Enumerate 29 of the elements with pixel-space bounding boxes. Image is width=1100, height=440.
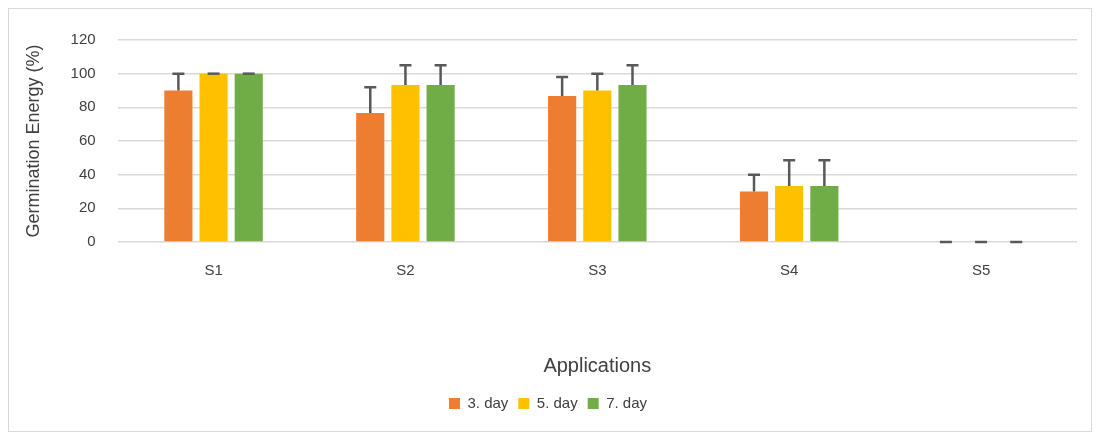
bar: [234, 73, 263, 242]
bar: [739, 191, 769, 242]
y-tick-label: 40: [78, 164, 96, 182]
y-tick-label: 120: [70, 30, 96, 48]
x-tick-label: S5: [971, 261, 991, 279]
bar: [199, 73, 228, 242]
y-tick-label: 100: [70, 63, 96, 81]
bar: [548, 96, 577, 242]
legend-label: 7. day: [606, 393, 648, 411]
y-tick-label: 80: [78, 97, 96, 115]
x-tick-label: S1: [204, 261, 223, 279]
y-tick-label: 0: [87, 232, 96, 250]
x-tick-label: S3: [588, 261, 607, 279]
x-tick-label: S4: [780, 261, 799, 279]
bar: [618, 84, 647, 242]
x-tick-label: S2: [396, 261, 415, 279]
bar: [356, 112, 385, 242]
legend-label: 5. day: [536, 393, 579, 411]
y-tick-label: 60: [78, 131, 96, 149]
bar: [426, 84, 455, 242]
legend-label: 3. day: [467, 393, 509, 411]
bar: [810, 185, 839, 242]
bar: [391, 84, 420, 242]
y-tick-label: 20: [78, 198, 96, 216]
x-axis-title: Applications: [543, 353, 652, 376]
bar: [164, 90, 193, 242]
bar: [775, 185, 804, 242]
y-axis-title: Germination Energy (%): [22, 44, 43, 238]
bar: [583, 90, 612, 242]
